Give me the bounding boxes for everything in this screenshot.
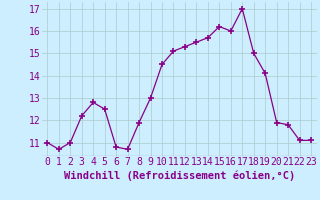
X-axis label: Windchill (Refroidissement éolien,°C): Windchill (Refroidissement éolien,°C) bbox=[64, 170, 295, 181]
